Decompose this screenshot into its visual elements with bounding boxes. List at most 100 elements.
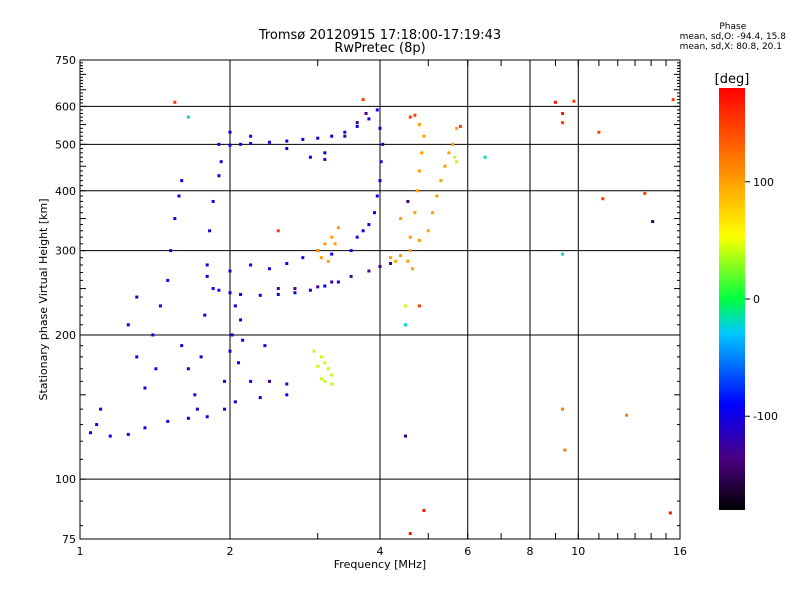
data-point bbox=[89, 431, 93, 435]
data-point bbox=[108, 434, 112, 438]
data-point bbox=[267, 140, 271, 144]
data-point bbox=[154, 367, 158, 371]
data-point bbox=[389, 256, 393, 260]
data-point bbox=[217, 174, 221, 178]
data-point bbox=[447, 151, 451, 155]
data-point bbox=[276, 287, 280, 291]
data-point bbox=[408, 532, 412, 536]
data-point bbox=[285, 139, 289, 143]
data-point bbox=[561, 121, 565, 125]
data-point bbox=[228, 143, 232, 147]
phase-stats-o: mean, sd,O: -94.4, 15.8 bbox=[679, 32, 786, 42]
data-point bbox=[361, 229, 365, 233]
data-point bbox=[169, 249, 173, 253]
data-point bbox=[203, 313, 207, 317]
data-point bbox=[563, 448, 567, 452]
data-point bbox=[413, 211, 417, 215]
data-point bbox=[233, 400, 237, 404]
data-point bbox=[267, 379, 271, 383]
data-point bbox=[422, 509, 426, 513]
data-point bbox=[625, 413, 629, 417]
y-axis-label: Stationary phase Virtual Height [km] bbox=[37, 198, 50, 400]
data-point bbox=[95, 423, 99, 427]
data-point bbox=[223, 379, 227, 383]
data-point bbox=[316, 285, 320, 289]
data-point bbox=[323, 361, 327, 365]
phase-stats-title: Phase bbox=[719, 22, 747, 32]
x-tick-label: 10 bbox=[571, 545, 585, 558]
data-point bbox=[228, 291, 232, 295]
y-tick-label: 600 bbox=[55, 100, 76, 113]
data-point bbox=[417, 238, 421, 242]
data-point bbox=[258, 293, 262, 297]
data-point bbox=[301, 256, 305, 260]
data-point bbox=[399, 254, 403, 258]
data-point bbox=[293, 287, 297, 291]
colorbar-ticks: -100 0 100 bbox=[745, 176, 778, 423]
data-point bbox=[319, 355, 323, 359]
data-point bbox=[375, 108, 379, 112]
data-point bbox=[455, 160, 459, 164]
data-point bbox=[135, 355, 139, 359]
data-point bbox=[378, 126, 382, 130]
data-point bbox=[439, 179, 443, 183]
data-point bbox=[431, 211, 435, 215]
data-point bbox=[483, 155, 487, 159]
data-point bbox=[276, 229, 280, 233]
data-point bbox=[195, 407, 199, 411]
data-point bbox=[330, 235, 334, 239]
data-point bbox=[333, 242, 337, 246]
data-point bbox=[367, 117, 371, 121]
data-point bbox=[193, 393, 197, 397]
x-tick-label: 1 bbox=[77, 545, 84, 558]
data-point bbox=[285, 261, 289, 265]
y-tick-label: 200 bbox=[55, 329, 76, 342]
data-point bbox=[336, 280, 340, 284]
data-point bbox=[258, 396, 262, 400]
data-point bbox=[597, 130, 601, 134]
data-point bbox=[249, 379, 253, 383]
data-point bbox=[173, 217, 177, 221]
data-point bbox=[228, 349, 232, 353]
data-point bbox=[316, 136, 320, 140]
data-point bbox=[99, 407, 103, 411]
data-point bbox=[205, 263, 209, 267]
data-point bbox=[199, 355, 203, 359]
data-point bbox=[239, 292, 243, 296]
x-tick-label: 16 bbox=[673, 545, 687, 558]
data-point bbox=[208, 229, 212, 233]
data-point bbox=[158, 304, 162, 308]
data-point bbox=[217, 142, 221, 146]
chart-subtitle: RwPretec (8p) bbox=[334, 41, 426, 56]
x-axis-label: Frequency [MHz] bbox=[334, 558, 426, 571]
data-point bbox=[233, 304, 237, 308]
data-point bbox=[186, 115, 190, 119]
x-tick-label: 2 bbox=[227, 545, 234, 558]
data-point bbox=[308, 155, 312, 159]
data-point bbox=[394, 259, 398, 263]
data-point bbox=[228, 269, 232, 273]
chart-title: Tromsø 20120915 17:18:00-17:19:43 bbox=[258, 28, 502, 43]
y-axis: 75 100 200 300 400 500 600 750 bbox=[55, 54, 680, 546]
data-point bbox=[308, 288, 312, 292]
x-axis: 1 2 4 6 8 10 16 bbox=[77, 60, 687, 558]
data-point bbox=[355, 121, 359, 125]
data-point bbox=[435, 194, 439, 198]
data-point bbox=[349, 249, 353, 253]
data-point bbox=[186, 367, 190, 371]
data-point bbox=[249, 142, 253, 146]
data-point bbox=[413, 113, 417, 117]
data-point bbox=[330, 382, 334, 386]
x-tick-label: 4 bbox=[377, 545, 384, 558]
data-point bbox=[173, 100, 177, 104]
colorbar-tick-label: 100 bbox=[753, 176, 774, 189]
grid bbox=[80, 60, 680, 539]
colorbar-label: [deg] bbox=[715, 72, 750, 87]
data-point bbox=[285, 382, 289, 386]
data-point bbox=[408, 249, 412, 253]
colorbar bbox=[719, 88, 745, 510]
data-point bbox=[211, 199, 215, 203]
data-point bbox=[319, 256, 323, 260]
data-point bbox=[455, 126, 459, 130]
